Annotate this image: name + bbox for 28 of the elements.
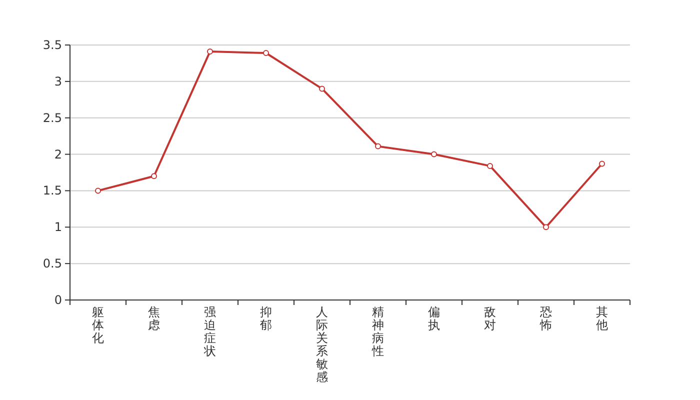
y-tick-label: 0 — [54, 293, 62, 307]
x-tick-label: 强迫症状 — [203, 305, 216, 358]
y-tick-label: 0.5 — [42, 256, 62, 271]
point — [487, 162, 493, 169]
x-tick-label: 抑郁 — [260, 305, 272, 332]
x-tick-label: 躯体化 — [92, 305, 104, 345]
y-tick-label: 1.5 — [42, 184, 62, 198]
x-tick-label: 其他 — [596, 305, 608, 332]
y-tick-label: 3.5 — [42, 38, 62, 52]
point — [95, 188, 101, 194]
y-tick-label: 2.5 — [42, 110, 62, 125]
point — [599, 160, 605, 167]
point — [263, 50, 269, 56]
x-tick-label: 人际关系敏感 — [316, 305, 328, 384]
point — [151, 173, 157, 180]
x-tick-label: 精神病性 — [371, 305, 384, 358]
point — [319, 86, 325, 92]
x-tick-label: 偏执 — [428, 305, 440, 332]
x-tick-label: 敌对 — [484, 305, 496, 332]
point — [207, 48, 213, 55]
x-tick-label: 恐怖 — [539, 305, 552, 332]
point — [431, 151, 437, 158]
x-tick-label: 焦虑 — [148, 305, 160, 332]
y-tick-label: 1 — [54, 220, 62, 234]
point — [543, 224, 549, 230]
y-tick-label: 3 — [54, 74, 62, 88]
point — [375, 143, 381, 150]
y-tick-label: 2 — [54, 147, 62, 162]
